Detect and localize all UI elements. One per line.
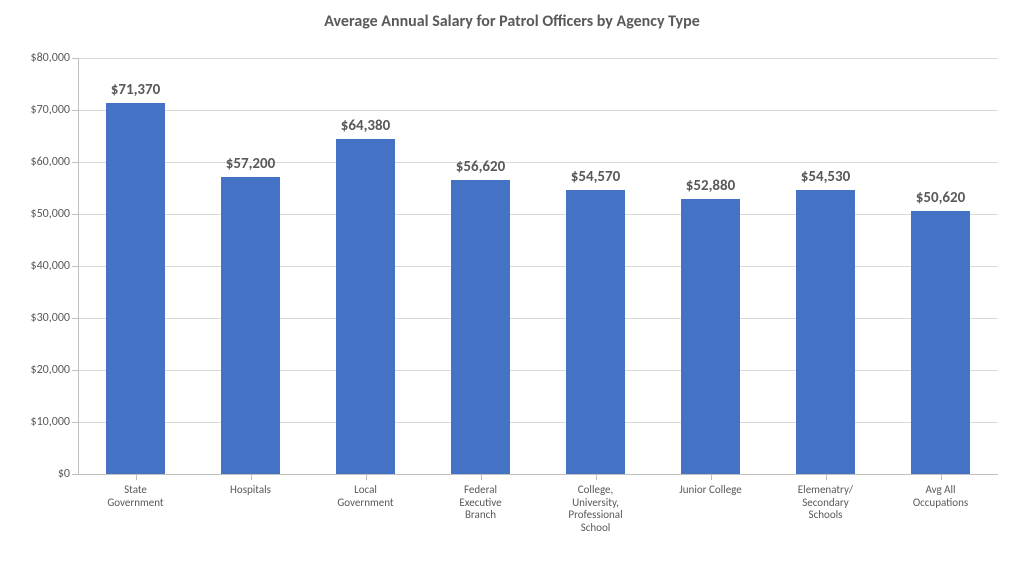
bar-slot: $57,200 <box>193 58 308 474</box>
chart-title: Average Annual Salary for Patrol Officer… <box>0 12 1024 31</box>
y-axis-label: $50,000 <box>31 207 79 221</box>
x-axis-label: Elemenatry/SecondarySchools <box>768 484 883 522</box>
bar-value-label: $64,380 <box>341 117 390 135</box>
x-tick <box>251 474 252 480</box>
plot-area: $0$10,000$20,000$30,000$40,000$50,000$60… <box>78 58 998 474</box>
x-tick <box>366 474 367 480</box>
bar <box>451 180 511 474</box>
x-axis-label: Avg AllOccupations <box>883 484 998 509</box>
y-axis-label: $30,000 <box>31 311 79 325</box>
gridline <box>78 474 998 475</box>
x-tick <box>941 474 942 480</box>
x-tick <box>481 474 482 480</box>
bar-value-label: $56,620 <box>456 158 505 176</box>
bar-slot: $56,620 <box>423 58 538 474</box>
bar <box>796 190 856 474</box>
bar-slot: $52,880 <box>653 58 768 474</box>
y-axis-label: $10,000 <box>31 415 79 429</box>
y-axis-label: $20,000 <box>31 363 79 377</box>
x-tick <box>826 474 827 480</box>
bar <box>336 139 396 474</box>
bar-value-label: $50,620 <box>916 189 965 207</box>
x-tick <box>711 474 712 480</box>
bar <box>566 190 626 474</box>
bar-value-label: $52,880 <box>686 177 735 195</box>
x-axis-label: StateGovernment <box>78 484 193 509</box>
bar-slot: $64,380 <box>308 58 423 474</box>
salary-bar-chart: Average Annual Salary for Patrol Officer… <box>0 0 1024 564</box>
bar-slot: $50,620 <box>883 58 998 474</box>
x-axis-label: Hospitals <box>193 484 308 497</box>
x-axis-label: LocalGovernment <box>308 484 423 509</box>
y-axis-label: $0 <box>58 467 78 481</box>
bar <box>106 103 166 474</box>
bar-value-label: $54,530 <box>801 168 850 186</box>
bar-value-label: $71,370 <box>111 81 160 99</box>
bar-slot: $54,570 <box>538 58 653 474</box>
y-axis-label: $40,000 <box>31 259 79 273</box>
x-axis-label: Junior College <box>653 484 768 497</box>
x-axis-label: FederalExecutiveBranch <box>423 484 538 522</box>
bar <box>681 199 741 474</box>
bar-slot: $71,370 <box>78 58 193 474</box>
bar-value-label: $54,570 <box>571 168 620 186</box>
x-tick <box>596 474 597 480</box>
bar <box>221 177 281 474</box>
x-tick <box>136 474 137 480</box>
y-axis-label: $80,000 <box>31 51 79 65</box>
y-axis-label: $60,000 <box>31 155 79 169</box>
x-axis-label: College,University,ProfessionalSchool <box>538 484 653 535</box>
y-axis-label: $70,000 <box>31 103 79 117</box>
bar-value-label: $57,200 <box>226 155 275 173</box>
bar-slot: $54,530 <box>768 58 883 474</box>
bar <box>911 211 971 474</box>
